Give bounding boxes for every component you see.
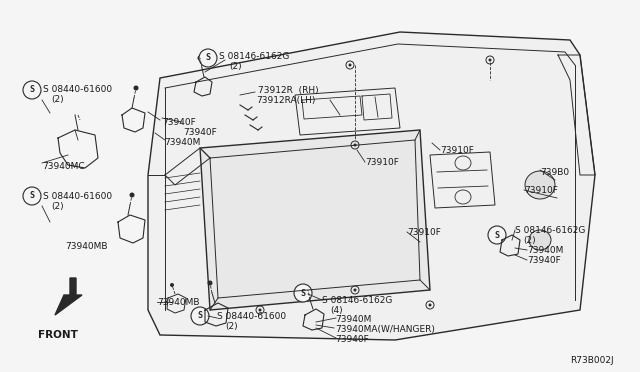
Text: (2): (2)	[51, 95, 63, 104]
Circle shape	[488, 58, 492, 61]
Text: 73940M: 73940M	[335, 315, 371, 324]
Text: 73940F: 73940F	[162, 118, 196, 127]
Text: 73940M: 73940M	[164, 138, 200, 147]
Text: 73912RA(LH): 73912RA(LH)	[256, 96, 316, 105]
Circle shape	[134, 86, 138, 90]
Text: (2): (2)	[225, 322, 237, 331]
Text: (2): (2)	[523, 236, 536, 245]
Text: S: S	[29, 192, 35, 201]
Text: 73940F: 73940F	[527, 256, 561, 265]
Circle shape	[259, 308, 262, 311]
Text: 739B0: 739B0	[540, 168, 569, 177]
Circle shape	[294, 284, 312, 302]
Text: 73940F: 73940F	[335, 335, 369, 344]
Text: 73912R  (RH): 73912R (RH)	[258, 86, 319, 95]
Circle shape	[199, 49, 217, 67]
Text: S: S	[198, 311, 202, 321]
Circle shape	[353, 144, 356, 147]
Text: 73940MC: 73940MC	[42, 162, 84, 171]
Circle shape	[23, 187, 41, 205]
Text: (2): (2)	[51, 202, 63, 211]
Circle shape	[170, 283, 174, 287]
Polygon shape	[148, 32, 595, 340]
Text: 73910F: 73910F	[524, 186, 558, 195]
Circle shape	[207, 280, 212, 285]
Text: S: S	[205, 54, 211, 62]
Text: S 08146-6162G: S 08146-6162G	[219, 52, 289, 61]
Text: S 08146-6162G: S 08146-6162G	[322, 296, 392, 305]
Polygon shape	[55, 278, 82, 315]
Ellipse shape	[529, 230, 551, 250]
Text: (2): (2)	[229, 62, 242, 71]
Text: 73940MA(W/HANGER): 73940MA(W/HANGER)	[335, 325, 435, 334]
Circle shape	[191, 307, 209, 325]
Text: S 08440-61600: S 08440-61600	[43, 192, 112, 201]
Text: FRONT: FRONT	[38, 330, 78, 340]
Text: S 08440-61600: S 08440-61600	[217, 312, 286, 321]
Text: 73940M: 73940M	[527, 246, 563, 255]
Text: S: S	[495, 231, 499, 240]
Text: 73910F: 73910F	[365, 158, 399, 167]
Circle shape	[353, 289, 356, 292]
Circle shape	[23, 81, 41, 99]
Circle shape	[305, 288, 310, 292]
Text: 73940MB: 73940MB	[157, 298, 200, 307]
Text: R73B002J: R73B002J	[570, 356, 614, 365]
Text: S 08146-6162G: S 08146-6162G	[515, 226, 586, 235]
Text: 73910F: 73910F	[407, 228, 441, 237]
Circle shape	[198, 55, 202, 61]
Text: (4): (4)	[330, 306, 342, 315]
Text: S 08440-61600: S 08440-61600	[43, 85, 112, 94]
Text: 73940F: 73940F	[183, 128, 217, 137]
Circle shape	[129, 192, 134, 198]
Text: S: S	[301, 289, 305, 298]
Text: S: S	[29, 86, 35, 94]
Circle shape	[349, 64, 351, 67]
Polygon shape	[200, 130, 430, 310]
Circle shape	[429, 304, 431, 307]
Circle shape	[488, 226, 506, 244]
Ellipse shape	[525, 171, 555, 199]
Text: 73910F: 73910F	[440, 146, 474, 155]
Text: 73940MB: 73940MB	[65, 242, 108, 251]
